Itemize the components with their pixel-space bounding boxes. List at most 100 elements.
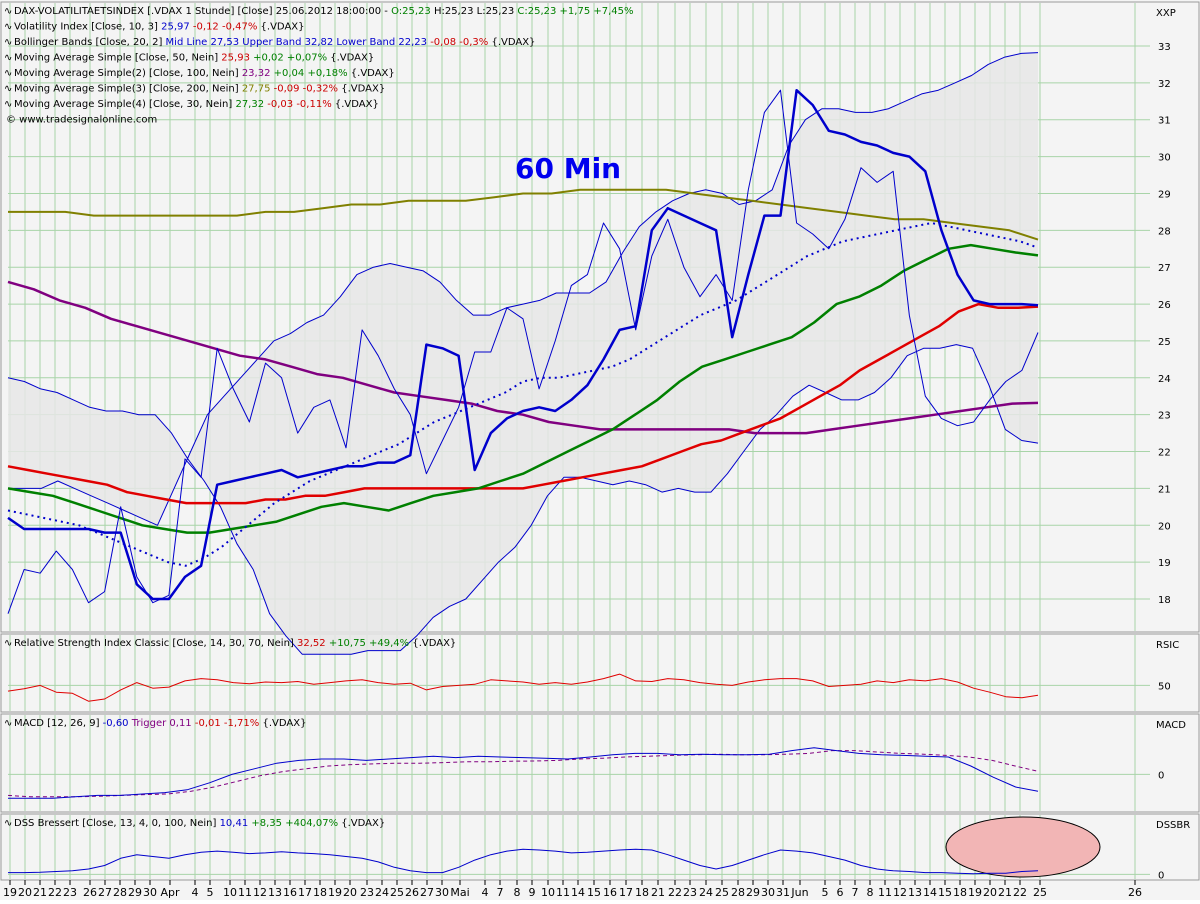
indicator-icon[interactable]: ∿ xyxy=(4,84,12,95)
legend-text: {.VDAX} xyxy=(412,638,456,649)
indicator-icon[interactable]: ∿ xyxy=(4,6,12,17)
x-axis: 19 20 21 22 23 26 27 28 29 30 Apr 4 5 10 11 12 13 16 17 18 1… xyxy=(3,880,1142,899)
x-tick-label: 26 xyxy=(83,886,97,899)
x-tick-label: 11 xyxy=(878,886,892,899)
x-tick-label: 21 xyxy=(651,886,665,899)
legend-entry[interactable]: Bollinger Bands [Close, 20, 2] Mid Line … xyxy=(14,37,535,48)
x-tick-label: 22 xyxy=(668,886,682,899)
x-tick-label: 27 xyxy=(420,886,434,899)
y-axis-rsi: 50 RSIC xyxy=(8,640,1179,692)
y-tick-label: 33 xyxy=(1158,42,1171,53)
indicator-icon[interactable]: ∿ xyxy=(4,22,12,33)
x-tick-label: 15 xyxy=(587,886,601,899)
x-tick-label: 10 xyxy=(223,886,237,899)
legend-text: 27,32 xyxy=(235,99,267,110)
legend-text: {.VDAX} xyxy=(351,68,395,79)
x-tick-label: 28 xyxy=(113,886,127,899)
indicator-icon[interactable]: ∿ xyxy=(4,68,12,79)
x-tick-label: Apr xyxy=(160,886,180,899)
legend-entry[interactable]: DAX-VOLATILITAETSINDEX [.VDAX 1 Stunde] … xyxy=(14,6,634,17)
legend-rsi: ∿ Relative Strength Index Classic [Close,… xyxy=(4,638,456,649)
y-tick-label: 24 xyxy=(1158,374,1171,385)
x-tick-label: Jun xyxy=(790,886,808,899)
axis-label-dss: DSSBR xyxy=(1156,820,1190,831)
axis-label-rsi: RSIC xyxy=(1156,640,1179,651)
y-tick-label: 0 xyxy=(1158,870,1164,881)
legend-text: Trigger 0,11 xyxy=(131,718,195,729)
legend-text: Mid Line 27,53 Upper Band 32,82 Lower Ba… xyxy=(166,37,431,48)
legend-entry[interactable]: DSS Bressert [Close, 13, 4, 0, 100, Nein… xyxy=(14,818,385,829)
series-lower-band xyxy=(7,344,1039,655)
highlight-ellipse xyxy=(945,816,1101,878)
legend-text: -0,12 -0,47% xyxy=(193,22,261,33)
x-tick-label: 26 xyxy=(405,886,419,899)
y-tick-label: 29 xyxy=(1158,189,1171,200)
x-tick-label: 31 xyxy=(776,886,790,899)
x-tick-label: 13 xyxy=(908,886,922,899)
x-tick-label: 20 xyxy=(983,886,997,899)
legend-text: -0,03 -0,11% xyxy=(267,99,335,110)
legend-text: -0,60 xyxy=(103,718,132,729)
panel-rsi xyxy=(0,633,1200,713)
legend-text: 23,32 xyxy=(242,68,274,79)
x-tick-label: 28 xyxy=(731,886,745,899)
series-moving-average-simple-4-close-30-nein xyxy=(7,243,1039,534)
y-tick-label: 23 xyxy=(1158,411,1171,422)
legend-entry[interactable]: Moving Average Simple(4) [Close, 30, Nei… xyxy=(14,99,379,110)
legend-text: -0,08 -0,3% xyxy=(430,37,491,48)
x-tick-label: 16 xyxy=(603,886,617,899)
indicator-icon[interactable]: ∿ xyxy=(4,818,12,829)
legend-entry[interactable]: Moving Average Simple(2) [Close, 100, Ne… xyxy=(14,68,395,79)
legend-entry[interactable]: Moving Average Simple [Close, 50, Nein] … xyxy=(14,53,374,64)
x-tick-label: 18 xyxy=(953,886,967,899)
x-tick-label: 29 xyxy=(128,886,142,899)
legend-text: {.VDAX} xyxy=(341,84,385,95)
y-tick-label: 31 xyxy=(1158,116,1171,127)
indicator-icon[interactable]: ∿ xyxy=(4,37,12,48)
x-tick-label: 8 xyxy=(867,886,874,899)
legend-text: 25,93 xyxy=(221,53,253,64)
x-tick-label: 7 xyxy=(497,886,504,899)
legend-text: DAX-VOLATILITAETSINDEX [.VDAX 1 Stunde] … xyxy=(14,6,391,17)
indicator-icon[interactable]: ∿ xyxy=(4,718,12,729)
legend-text: +0,04 +0,18% xyxy=(274,68,351,79)
x-tick-label: 29 xyxy=(746,886,760,899)
legend-text: Moving Average Simple(3) [Close, 200, Ne… xyxy=(14,84,242,95)
legend-text: Moving Average Simple(4) [Close, 30, Nei… xyxy=(14,99,235,110)
legend-entry[interactable]: Relative Strength Index Classic [Close, … xyxy=(14,638,456,649)
x-tick-label: 7 xyxy=(852,886,859,899)
legend-text: {.VDAX} xyxy=(491,37,535,48)
indicator-icon[interactable]: ∿ xyxy=(4,53,12,64)
legend-price: ∿ DAX-VOLATILITAETSINDEX [.VDAX 1 Stunde]… xyxy=(4,6,634,126)
x-tick-label: 24 xyxy=(375,886,389,899)
y-tick-label: 20 xyxy=(1158,521,1171,532)
x-tick-label: 17 xyxy=(298,886,312,899)
legend-entry[interactable]: Moving Average Simple(3) [Close, 200, Ne… xyxy=(14,84,385,95)
series-moving-average-simple-3-close-200-nein xyxy=(8,188,1039,241)
x-tick-label: 27 xyxy=(98,886,112,899)
x-tick-label: 15 xyxy=(938,886,952,899)
legend-entry[interactable]: Volatility Index [Close, 10, 3] 25,97 -0… xyxy=(14,22,305,33)
x-tick-label: 24 xyxy=(699,886,713,899)
y-tick-label: 27 xyxy=(1158,263,1171,274)
indicator-icon[interactable]: ∿ xyxy=(4,99,12,110)
legend-text: +10,75 +49,4% xyxy=(329,638,413,649)
axis-label-price: XXP xyxy=(1156,8,1176,19)
series-upper-band xyxy=(8,52,1039,526)
x-tick-label: 22 xyxy=(48,886,62,899)
legend-text: {.VDAX} xyxy=(330,53,374,64)
indicator-icon[interactable]: ∿ xyxy=(4,638,12,649)
legend-text: 10,41 xyxy=(220,818,252,829)
legend-text: {.VDAX} xyxy=(262,718,306,729)
x-tick-label: 20 xyxy=(18,886,32,899)
y-tick-label: 22 xyxy=(1158,448,1171,459)
series-moving-average-simple-2-close-100-nein xyxy=(7,280,1039,435)
legend-entry[interactable]: MACD [12, 26, 9] -0,60 Trigger 0,11 -0,0… xyxy=(14,718,306,729)
legend-macd: ∿ MACD [12, 26, 9] -0,60 Trigger 0,11 -0,… xyxy=(4,718,306,729)
panel-macd xyxy=(0,713,1200,813)
x-tick-label: 30 xyxy=(761,886,775,899)
legend-text: 32,52 xyxy=(297,638,329,649)
x-tick-label: 9 xyxy=(529,886,536,899)
